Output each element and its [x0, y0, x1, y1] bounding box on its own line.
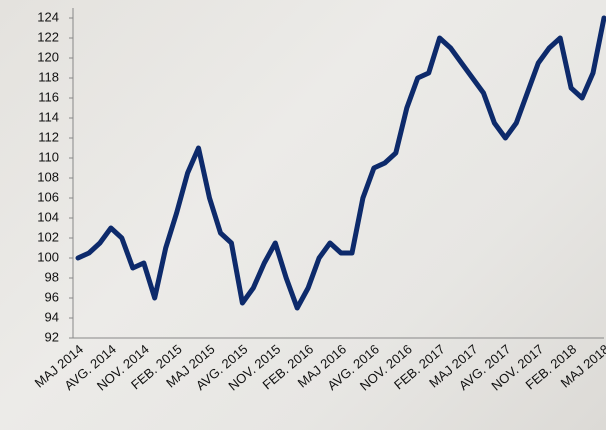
y-tick-label: 124 — [37, 9, 59, 24]
y-tick-label: 92 — [45, 329, 59, 344]
y-tick-label: 96 — [45, 289, 59, 304]
y-tick-label: 102 — [37, 229, 59, 244]
y-tick-label: 108 — [37, 169, 59, 184]
data-line — [75, 15, 606, 311]
y-tick-label: 118 — [38, 69, 59, 84]
y-tick-label: 106 — [37, 189, 59, 204]
y-tick-label: 98 — [45, 269, 59, 284]
y-tick-label: 120 — [37, 49, 59, 64]
y-tick-label: 104 — [37, 209, 59, 224]
y-tick-label: 110 — [38, 149, 59, 164]
y-tick-label: 112 — [38, 129, 59, 144]
y-tick-label: 94 — [45, 309, 59, 324]
y-tick-label: 122 — [37, 29, 59, 44]
y-tick-label: 116 — [38, 89, 59, 104]
y-tick-label: 100 — [37, 249, 59, 264]
y-tick-label: 114 — [38, 109, 59, 124]
